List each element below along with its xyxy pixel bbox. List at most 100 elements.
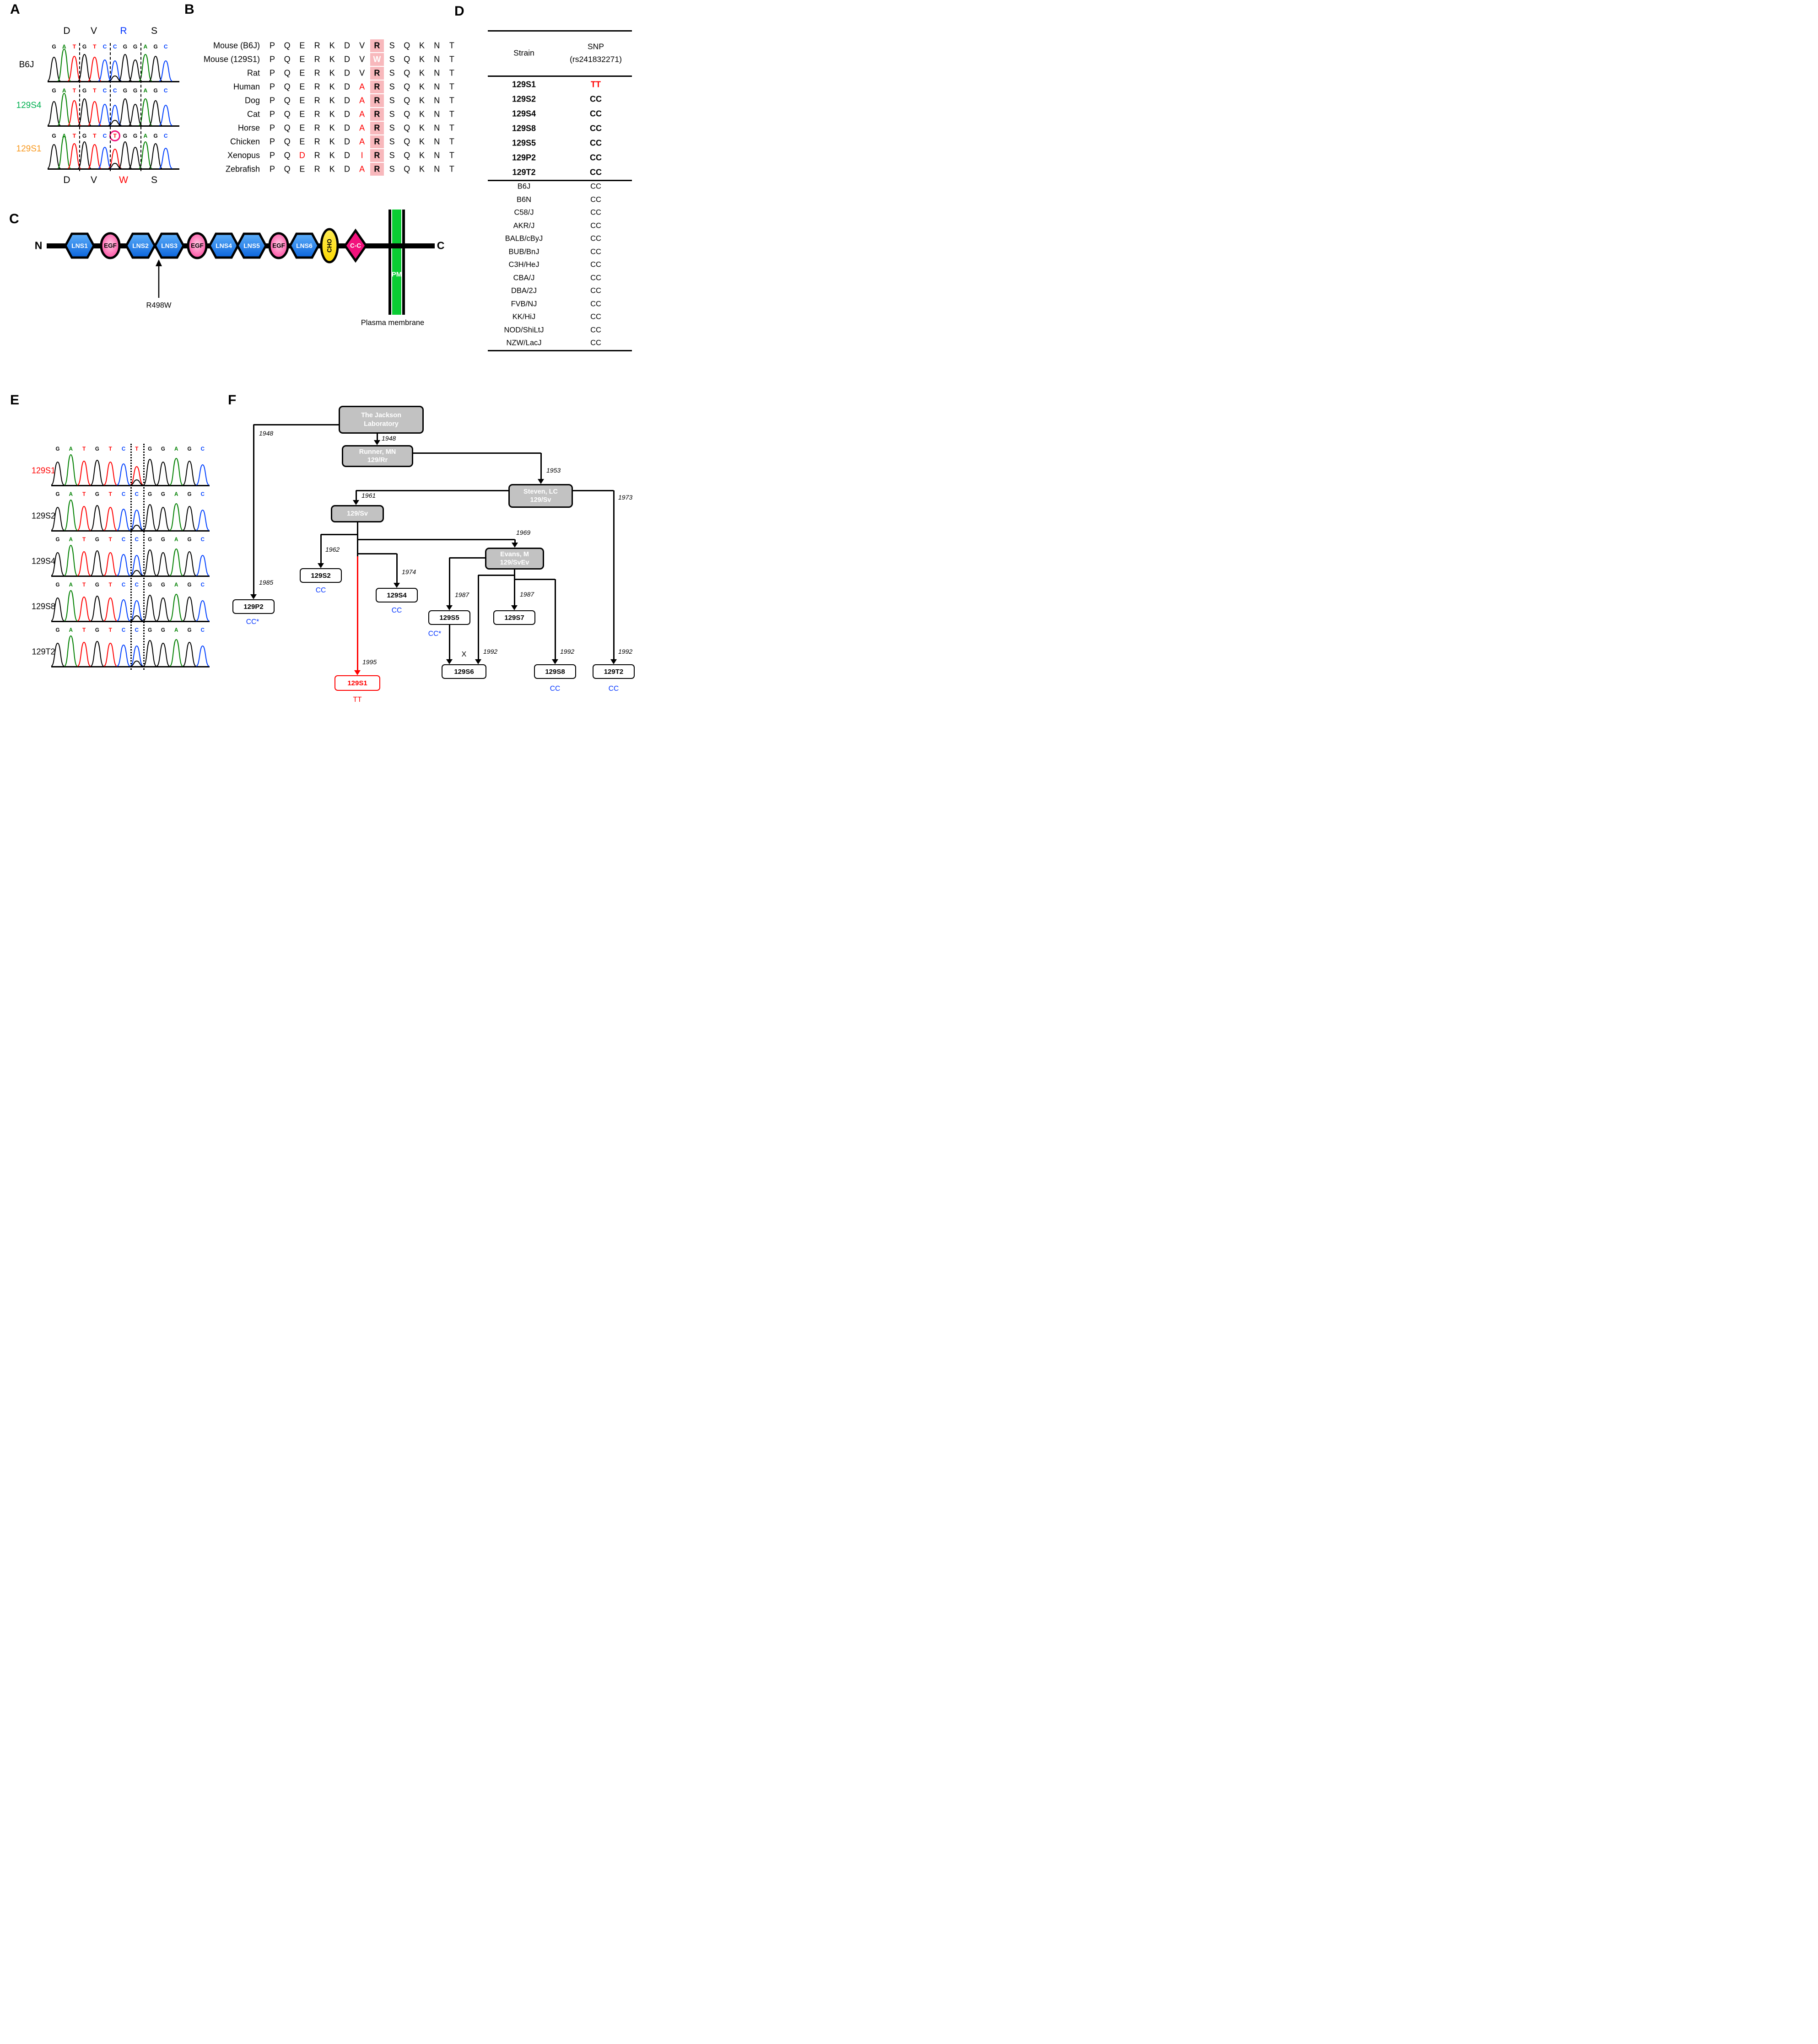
lineage-node-steven: Steven, LC 129/Sv <box>508 484 573 508</box>
table-snp: CC <box>590 286 601 295</box>
amino-acid-top: D <box>63 26 70 36</box>
strain-node-129S2: 129S2 <box>300 568 342 583</box>
alignment-residue: Q <box>404 109 410 119</box>
alignment-residue: R <box>374 137 380 146</box>
domain-label-LNS4: LNS4 <box>216 242 232 249</box>
table-snp: CC <box>590 300 601 308</box>
trace-peak <box>130 466 144 485</box>
alignment-residue: K <box>329 96 335 105</box>
edge-steven-left-h <box>356 489 508 491</box>
alignment-residue: K <box>329 123 335 133</box>
alignment-residue: D <box>344 164 350 174</box>
amino-acid-top: V <box>90 26 97 36</box>
alignment-residue: N <box>434 82 440 91</box>
strain-node-label: 129S1 <box>347 679 367 687</box>
alignment-residue: S <box>389 137 395 146</box>
lineage-node-jackson: The Jackson Laboratory <box>339 406 424 434</box>
trace-peak <box>98 59 112 81</box>
strain-node-label: 129S6 <box>454 667 474 676</box>
base-letter: G <box>55 582 60 588</box>
trace-minor-peak <box>130 479 143 485</box>
base-letter: G <box>55 537 60 543</box>
edge-runner-right-h <box>413 452 541 454</box>
alignment-residue: K <box>419 54 425 64</box>
trace-peak <box>98 146 112 169</box>
alignment-residue: K <box>419 96 425 105</box>
alignment-residue: T <box>449 96 454 105</box>
table-snp: CC <box>590 326 601 334</box>
alignment-residue: D <box>344 41 350 50</box>
trace-peak <box>108 60 122 81</box>
trace-peak <box>128 146 142 169</box>
amino-acid-top: S <box>151 26 158 36</box>
cross-symbol: X <box>461 651 467 658</box>
species-label: Chicken <box>230 137 260 146</box>
trace-peak <box>169 548 183 576</box>
base-letter: T <box>108 492 112 497</box>
alignment-residue: P <box>269 123 275 133</box>
trace-peak <box>64 635 78 667</box>
trace-peak <box>64 499 78 531</box>
strain-node-129P2: 129P2 <box>232 599 275 614</box>
alignment-residue: R <box>374 82 380 91</box>
base-letter: C <box>121 492 126 497</box>
table-snp-bold: CC <box>590 109 602 118</box>
arrow-to-steven <box>538 479 544 484</box>
alignment-residue: T <box>449 123 454 133</box>
table-strain: NZW/LacJ <box>506 339 542 347</box>
trace-peak <box>130 600 144 621</box>
strain-node-label: 129S2 <box>311 571 331 580</box>
strain-node-129S5: 129S5 <box>428 610 470 625</box>
base-letter: G <box>161 537 165 543</box>
c-terminus-label: C <box>437 239 445 252</box>
alignment-residue: R <box>314 164 320 174</box>
alignment-residue: Q <box>404 54 410 64</box>
cho-glycosylation <box>320 228 339 264</box>
lns-domain <box>208 232 239 259</box>
chromatogram-trace <box>47 48 179 82</box>
table-strain-bold: 129S4 <box>512 109 536 118</box>
snp-position-dotted-line <box>130 444 132 670</box>
alignment-residue: E <box>299 68 305 78</box>
table-rule-1 <box>488 75 632 77</box>
mutation-arrow-head <box>156 259 162 266</box>
alignment-residue: Q <box>284 137 291 146</box>
strain-node-label: 129T2 <box>604 667 624 676</box>
strain-label-129S1: 129S1 <box>16 144 42 154</box>
strain-node-label: 129S7 <box>504 613 524 622</box>
alignment-residue: I <box>361 151 363 160</box>
base-letter: C <box>102 43 107 50</box>
alignment-residue: T <box>449 68 454 78</box>
edge-jax-left-v <box>253 425 254 594</box>
alignment-residue: S <box>389 151 395 160</box>
alignment-residue: K <box>329 54 335 64</box>
edge-1992-left-h <box>478 574 514 576</box>
alignment-residue: D <box>344 54 350 64</box>
codon-boundary-dashed-line <box>79 43 80 171</box>
alignment-highlight-cell <box>370 108 384 121</box>
base-letter: A <box>143 87 148 94</box>
table-strain-bold: 129S5 <box>512 138 536 148</box>
base-letter: G <box>52 133 56 139</box>
domain-label-PM: PM <box>392 271 402 279</box>
species-label: Horse <box>237 123 260 133</box>
table-snp-bold: TT <box>591 80 601 89</box>
trace-peak <box>128 59 142 81</box>
trace-minor-peak <box>108 75 122 81</box>
base-letter: A <box>69 492 73 497</box>
table-rule-3 <box>488 350 632 351</box>
table-snp-bold: CC <box>590 94 602 104</box>
alignment-residue: S <box>389 123 395 133</box>
alignment-residue: Q <box>284 151 291 160</box>
table-snp: CC <box>590 339 601 347</box>
base-letter: G <box>187 446 192 452</box>
base-letter: A <box>62 133 66 139</box>
table-strain: BUB/BnJ <box>508 247 539 256</box>
base-letter: G <box>55 492 60 497</box>
alignment-residue: S <box>389 54 395 64</box>
alignment-residue: Q <box>404 137 410 146</box>
trace-peak <box>77 54 92 81</box>
alignment-residue: N <box>434 109 440 119</box>
trace-peak <box>183 506 196 531</box>
arrow-to-129P2 <box>250 594 257 599</box>
